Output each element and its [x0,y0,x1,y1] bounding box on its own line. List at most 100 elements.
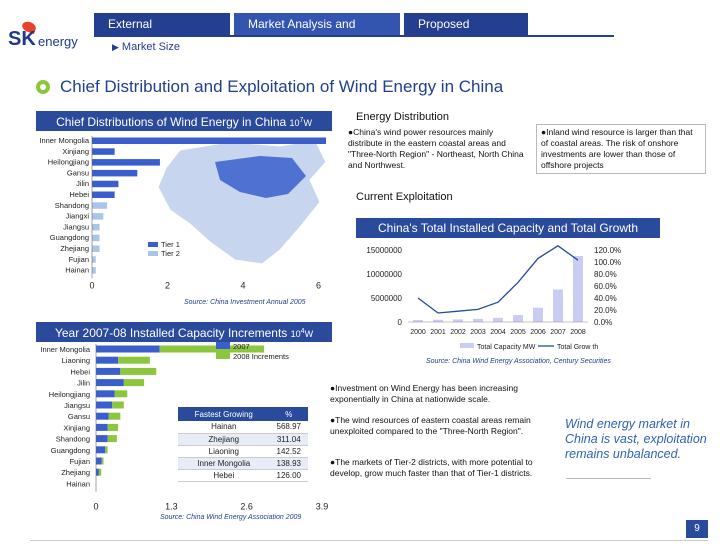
chart1-category-label: Hainan [65,266,89,275]
chart1-bar-tier2 [92,245,100,252]
chart2-x-tick: 0 [93,502,98,512]
energy-bullet-2: ●Inland wind resource is larger than tha… [536,124,706,174]
chart2-svg: Inner MongoliaLiaoningHebeiJilinHeilongj… [40,342,329,512]
table-row: Inner Mongolia 138.93 [178,457,308,470]
chart2-bar-2008 [123,379,145,387]
chart2-bar-2008 [107,435,117,443]
chart2-category-label: Guangdong [51,446,90,455]
chart2-legend-swatch-2007 [216,342,230,349]
chart1-category-label: Shandong [55,201,89,210]
chart3-y-right-tick: 0.0% [594,318,612,327]
tab-external-environment[interactable]: External Environment [94,13,230,53]
chart3-bar [413,320,423,322]
chart1-category-label: Xinjiang [62,147,89,156]
chart2-bar-2007 [96,379,124,387]
chart1-category-label: Guangdong [50,233,89,242]
panel1-header: Chief Distributions of Wind Energy in Ch… [36,111,332,131]
chart1-x-tick: 4 [240,280,245,290]
table-cell: Inner Mongolia [178,457,270,470]
chart1-legend-swatch-tier1 [148,242,158,247]
table-cell: Hebei [178,469,270,482]
table-cell: Hainan [178,421,270,434]
chart2-bar-2007 [96,401,113,409]
table-cell: Zhejiang [178,433,270,446]
chart1-bar-tier1 [92,159,160,166]
chart1-x-tick: 2 [165,280,170,290]
chart1-legend-swatch-tier2 [148,251,158,256]
breadcrumb-label: Market Size [121,41,180,53]
nav-divider [94,35,614,37]
chart1-category-label: Jiangxi [66,212,90,221]
chart3-x-tick: 2000 [410,329,426,336]
table-header: Fastest Growing [178,407,270,421]
logo-energy: energy [38,34,78,49]
chart2-x-tick: 1.3 [165,502,178,512]
chart1-bar-tier1 [92,137,326,144]
chart1-legend-tier2: Tier 2 [161,249,180,258]
chart3-y-right-tick: 60.0% [594,282,617,291]
triangle-right-icon: ▶ [112,42,119,52]
chart3-y-left-tick: 15000000 [366,246,402,255]
ring-icon [36,80,50,94]
page-title: Chief Distribution and Exploitation of W… [60,77,504,96]
chart1-category-label: Hebei [69,190,89,199]
chart2-bar-2008 [114,390,128,398]
chart3-x-tick: 2008 [570,329,586,336]
chart2-legend-2007: 2007 [233,342,250,351]
chart2-bar-2008 [159,345,265,353]
capacity-chart: 15000000 10000000 5000000 0 120.0% 100.0% 80.0… [340,240,660,352]
chart3-bar [453,319,463,322]
panel1-unit: 107W [289,117,312,128]
chart1-bar-tier2 [92,234,100,242]
chart1-category-label: Jilin [76,179,89,188]
table-cell: Liaoning [178,445,270,458]
chart2-bar-2007 [96,390,115,398]
chart2-bar-2008 [108,412,121,420]
chart3-x-tick: 2004 [490,329,506,336]
company-logo: SK energy [4,19,94,56]
chart1-bar-tier2 [92,223,100,231]
table-row: Zhejiang 311.04 [178,433,308,446]
table-cell: 142.52 [269,445,308,458]
chart2-category-label: Jilin [77,379,90,388]
panel2-unit: 104W [290,328,314,339]
panel1-title: Chief Distributions of Wind Energy in Ch… [56,115,287,129]
chart3-bar [573,256,583,322]
footer-divider [30,540,708,541]
tab-market-analysis[interactable]: Market Analysis and SWOT [234,13,400,53]
chart3-x-tick: 2001 [430,329,446,336]
chart2-x-tick: 3.9 [316,502,329,512]
chart2-bar-2008 [112,401,124,409]
chart1-category-label: Jiangsu [63,222,89,231]
chart2-category-label: Gansu [68,412,90,421]
nav-tabs: External Environment Market Analysis and… [94,13,532,53]
table-cell: 311.04 [269,433,308,446]
chart3-bar [533,307,543,322]
table-row: Hainan 568.97 [178,421,308,434]
chart3-y-right-tick: 100.0% [594,258,621,267]
logo-sk: SK [8,28,36,50]
table-row: Liaoning 142.52 [178,445,308,458]
distribution-chart: Inner Mongolia Xinjiang Heilongjiang Gansu J… [30,132,332,310]
chart1-x-tick: 0 [89,280,94,290]
chart1-x-tick: 6 [316,280,321,290]
chart1-bar-tier1 [92,191,115,198]
bottom-bullet-3: ●The markets of Tier-2 districts, with m… [330,457,533,478]
chart2-legend-swatch-2008 [216,352,230,359]
chart2-bar-2007 [96,423,108,431]
panel1-source: Source: China Investment Annual 2005 [184,299,306,306]
chart2-category-label: Liaoning [62,356,90,365]
chart2-category-label: Jiangsu [64,401,90,410]
exploitation-source: Source: China Wind Energy Association, C… [426,358,611,365]
chart1-category-label: Gansu [67,168,89,177]
tab-proposed-strategy[interactable]: Proposed Strategy [404,13,528,53]
breadcrumb[interactable]: ▶ Market Size [112,41,180,53]
chart2-bar-2008 [118,356,150,364]
chart2-bar-2007 [96,457,102,465]
chart3-y-right-tick: 120.0% [594,246,621,255]
chart3-y-left-tick: 5000000 [371,294,403,303]
chart3-y-left-tick: 0 [398,318,403,327]
panel2-source: Source: China Wind Energy Association 20… [160,514,302,521]
chart2-category-label: Hebei [70,367,90,376]
